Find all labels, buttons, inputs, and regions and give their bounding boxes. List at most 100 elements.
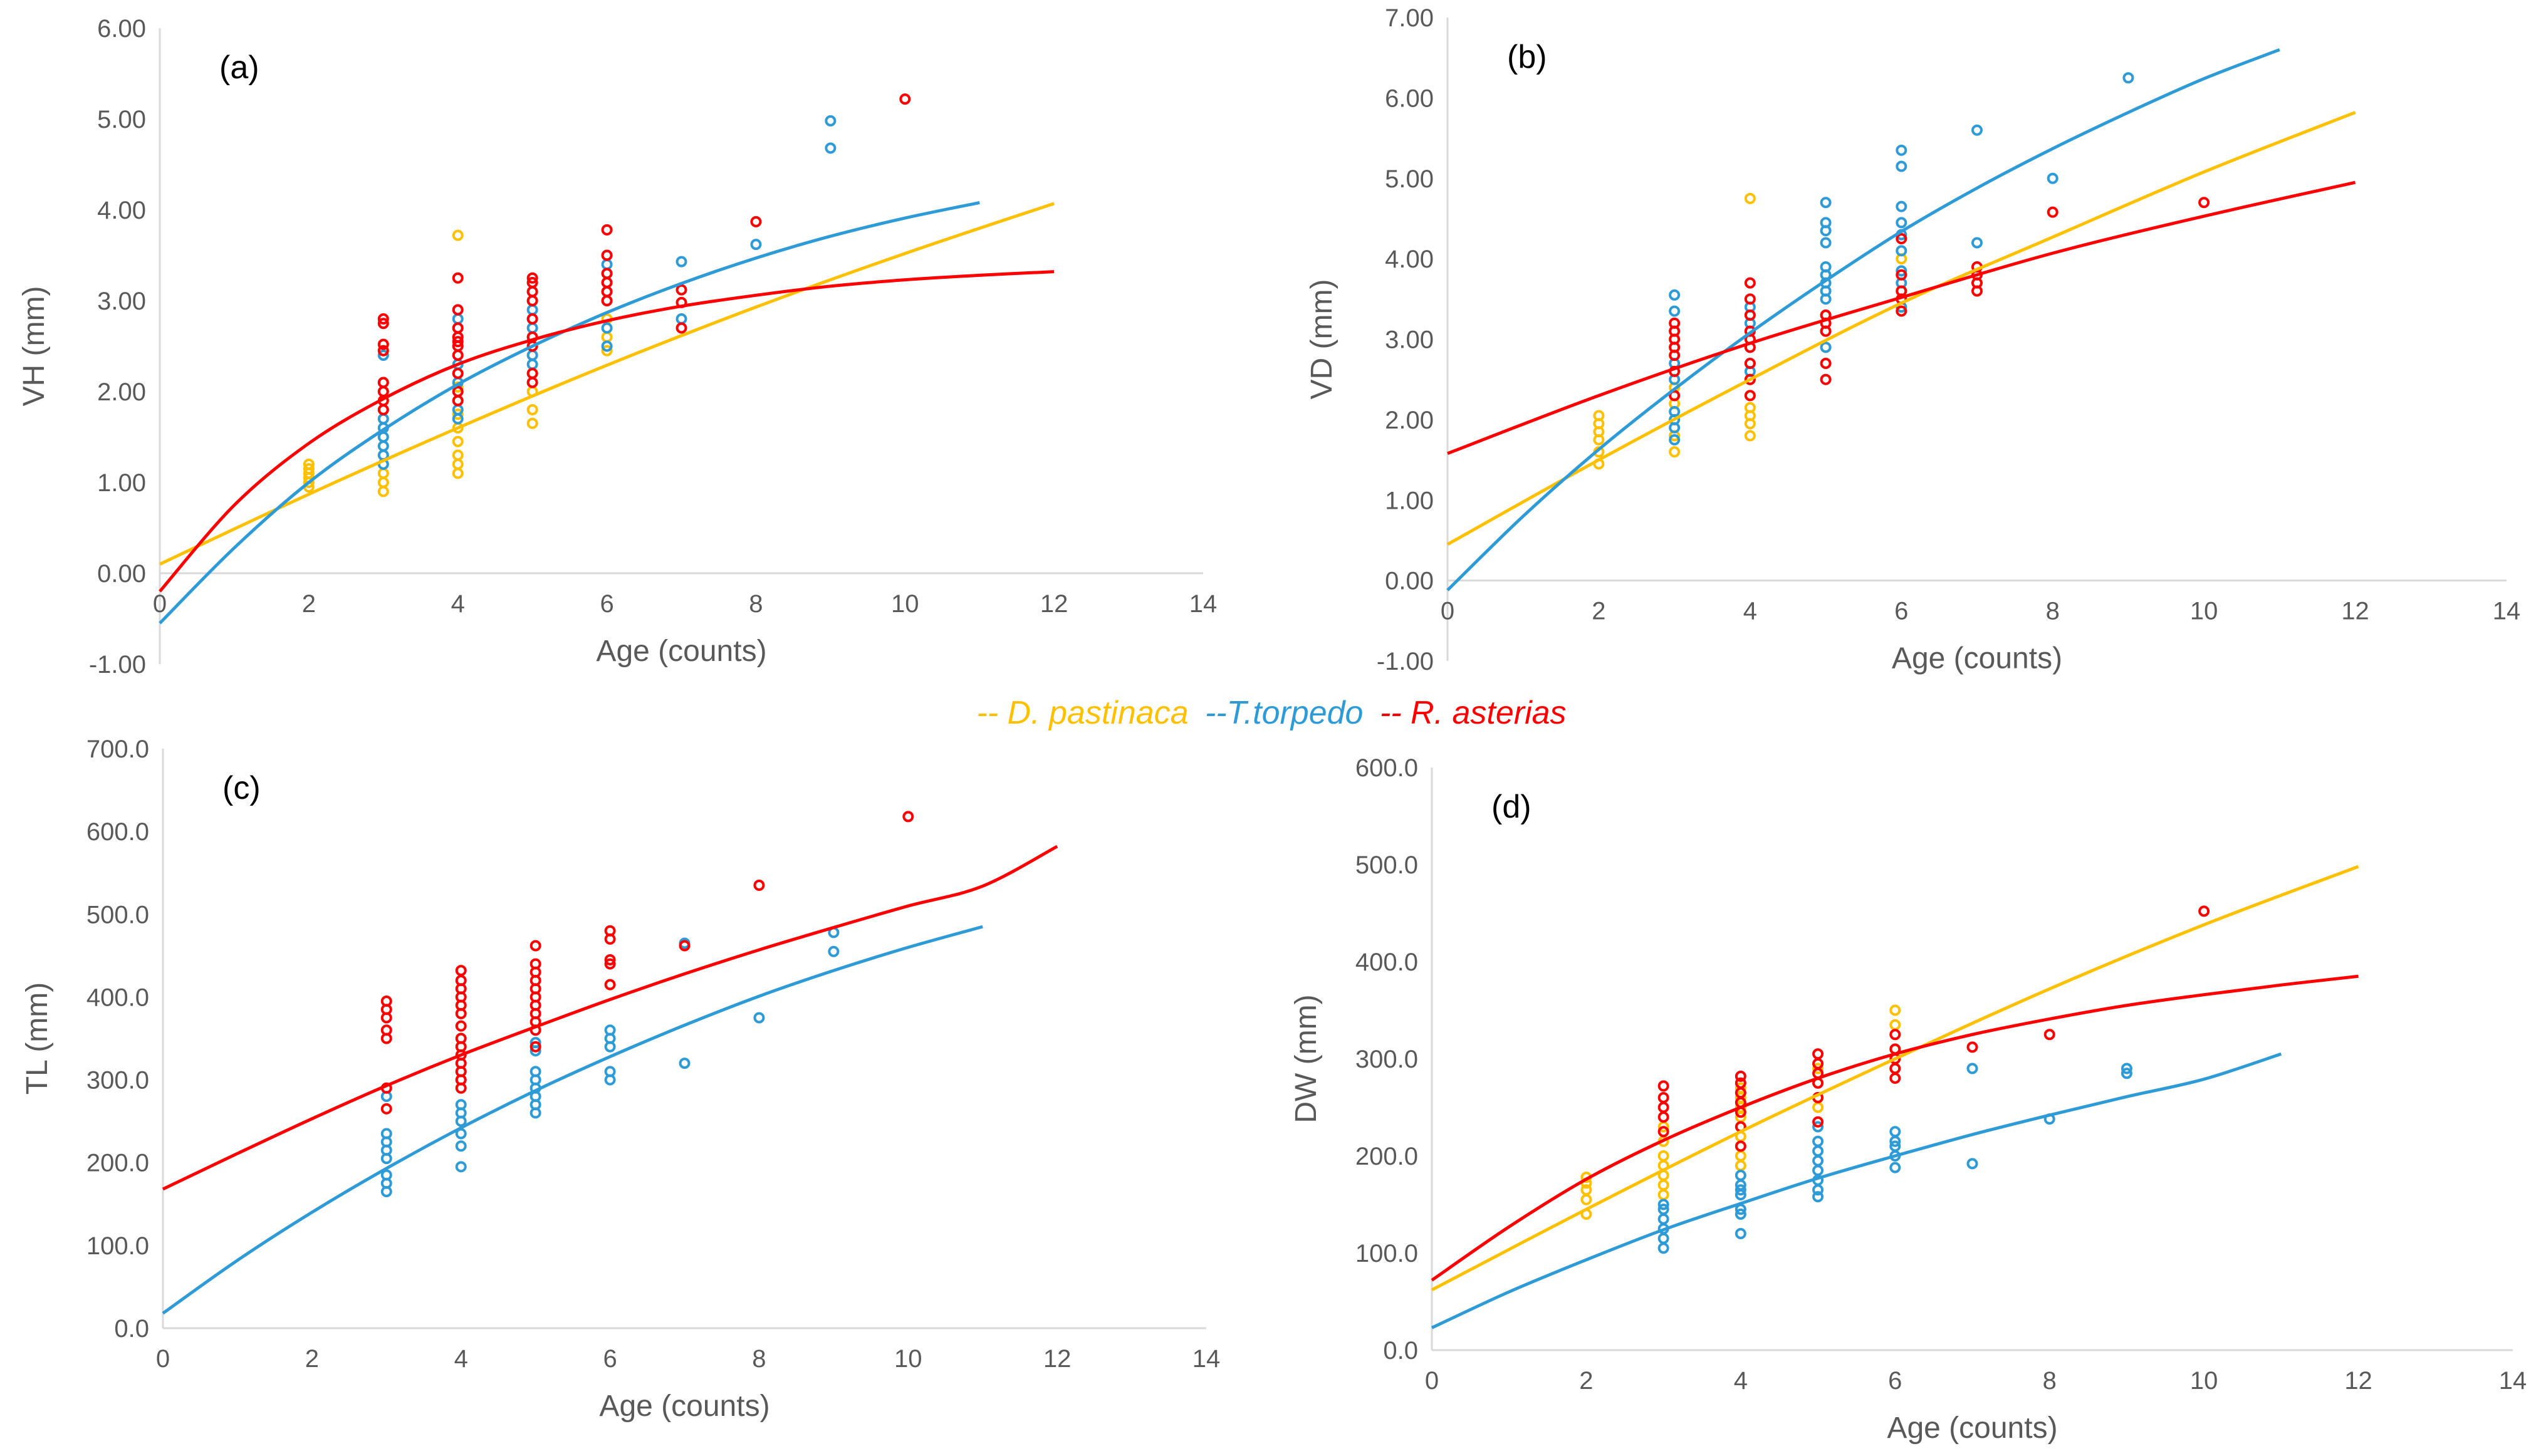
data-point <box>1657 1242 1669 1254</box>
data-point <box>526 358 538 370</box>
data-point <box>604 1024 616 1036</box>
data-point <box>380 1024 392 1036</box>
data-point <box>1812 1165 1824 1177</box>
data-point <box>1971 237 1983 249</box>
data-point <box>452 395 464 407</box>
data-point <box>303 463 315 475</box>
y-tick-label: 200.0 <box>1355 1143 1418 1170</box>
data-point <box>526 404 538 415</box>
y-tick-label: 3.00 <box>97 288 146 315</box>
y-tick-label: 400.0 <box>86 984 149 1011</box>
data-point <box>1896 245 1907 257</box>
fit-curve-d--pastinaca <box>159 202 1055 566</box>
data-point <box>2121 1063 2132 1074</box>
y-tick-label: 3.00 <box>1385 326 1434 354</box>
data-point <box>1744 430 1756 442</box>
data-point <box>1657 1213 1669 1225</box>
y-tick-label: 2.00 <box>1385 407 1434 434</box>
data-point <box>526 350 538 361</box>
data-point <box>377 404 389 415</box>
data-point <box>530 1037 541 1049</box>
data-point <box>452 435 464 447</box>
y-tick-label: 5.00 <box>1385 165 1434 193</box>
y-axis-label: VH (mm) <box>18 286 51 407</box>
x-tick-label: 8 <box>2043 1367 2057 1395</box>
data-point <box>455 1140 467 1152</box>
data-point <box>1735 1082 1746 1094</box>
data-point <box>455 1099 467 1111</box>
data-point <box>303 459 315 470</box>
data-point <box>452 313 464 325</box>
data-point <box>1657 1204 1669 1215</box>
data-point <box>2047 172 2058 184</box>
x-tick-label: 12 <box>2341 598 2369 625</box>
data-point <box>377 318 389 330</box>
data-point <box>604 954 616 965</box>
y-axis-label: DW (mm) <box>1290 994 1323 1123</box>
y-tick-label: 700.0 <box>86 736 149 763</box>
data-point <box>825 142 837 154</box>
data-point <box>526 417 538 429</box>
x-tick-label: 12 <box>2344 1367 2372 1395</box>
x-tick-label: 0 <box>1425 1367 1439 1395</box>
data-point <box>377 486 389 497</box>
data-point <box>1820 217 1832 229</box>
data-point <box>1812 1155 1824 1167</box>
data-point <box>1896 233 1907 245</box>
data-point <box>601 249 613 261</box>
data-point <box>526 313 538 325</box>
legend-item-r-asterias: -- R. asterias <box>1380 695 1567 731</box>
data-point <box>377 440 389 452</box>
x-axis-label: Age (counts) <box>1892 642 2062 675</box>
data-point <box>604 958 616 970</box>
chart-panel-c: 0.0 100.0 200.0 300.0 400.0 500.0 600.0 700.0 0 2… <box>21 736 1220 1423</box>
data-point <box>455 1020 467 1032</box>
y-tick-label: 6.00 <box>1385 85 1434 112</box>
data-point <box>1735 1209 1746 1220</box>
data-point <box>455 1032 467 1044</box>
data-point <box>1744 358 1756 370</box>
data-point <box>452 229 464 241</box>
data-point <box>899 93 911 105</box>
x-axis-label: Age (counts) <box>1887 1412 2057 1445</box>
data-point <box>604 925 616 937</box>
series-r--asterias <box>380 811 914 1115</box>
y-tick-label: 1.00 <box>1385 487 1434 514</box>
data-point <box>1593 410 1605 422</box>
fit-curve-t-torpedo <box>162 925 983 1315</box>
x-tick-label: 2 <box>1579 1367 1593 1395</box>
data-point <box>601 259 613 270</box>
data-point <box>825 115 837 127</box>
series-r--asterias <box>377 93 911 415</box>
x-tick-label: 8 <box>752 1345 766 1373</box>
data-point <box>2121 1068 2132 1079</box>
x-tick-label: 4 <box>451 590 465 618</box>
data-point <box>530 958 541 970</box>
data-point <box>601 286 613 298</box>
data-point <box>530 1041 541 1053</box>
x-tick-label: 4 <box>454 1345 468 1373</box>
data-point <box>1744 402 1756 413</box>
data-point <box>1812 1191 1824 1203</box>
data-point <box>1580 1184 1592 1196</box>
data-point <box>1812 1121 1824 1133</box>
data-point <box>1657 1111 1669 1123</box>
y-tick-label: -1.00 <box>1377 648 1434 675</box>
data-point <box>452 408 464 420</box>
data-point <box>1657 1232 1669 1244</box>
data-point <box>1744 309 1756 321</box>
data-point <box>452 304 464 316</box>
data-point <box>676 284 687 296</box>
legend-item-d-pastinaca: -- D. pastinaca <box>976 695 1188 731</box>
fit-curve-t-torpedo <box>1446 48 2280 591</box>
data-point <box>601 331 613 343</box>
fit-curve-r--asterias <box>1447 180 2356 455</box>
data-point <box>1812 1116 1824 1128</box>
data-point <box>676 256 687 268</box>
data-point <box>377 377 389 388</box>
x-tick-label: 12 <box>1040 590 1068 618</box>
data-point <box>1657 1179 1669 1191</box>
data-point <box>2198 905 2210 917</box>
data-point <box>377 386 389 397</box>
